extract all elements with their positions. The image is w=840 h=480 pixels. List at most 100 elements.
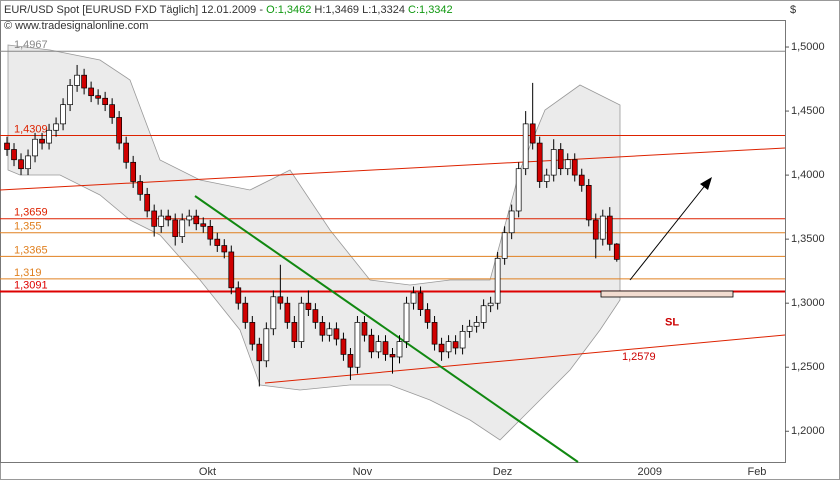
candle-body	[480, 305, 487, 323]
candle-body	[438, 343, 445, 353]
candle-body	[95, 95, 101, 99]
y-tick-label: 1,2500	[791, 361, 825, 373]
candle-body	[116, 117, 123, 144]
candle-body	[347, 354, 354, 368]
candle-body	[389, 354, 396, 358]
candle-body	[263, 328, 270, 362]
candle-body	[32, 138, 38, 157]
candle-body	[67, 85, 73, 106]
candle-body	[564, 159, 571, 170]
candle-body	[165, 215, 172, 221]
y-tick-label: 1,2000	[791, 425, 825, 437]
candle-body	[123, 142, 130, 163]
candle-body	[235, 287, 242, 304]
header: EUR/USD Spot [EURUSD FXD Täglich] 12.01.…	[4, 4, 453, 16]
candle-body	[508, 210, 515, 234]
candle-body	[487, 302, 494, 307]
candle-body	[459, 331, 466, 349]
candle-body	[319, 322, 326, 336]
candle-body	[410, 292, 417, 304]
level-label: 1,319	[14, 267, 42, 279]
candle-body	[102, 97, 108, 106]
candle-body	[571, 159, 578, 176]
x-tick-label: 2009	[637, 466, 661, 478]
downtrend-line	[194, 195, 579, 463]
candle-body	[543, 174, 550, 182]
candle-body	[88, 87, 94, 97]
candle-body	[25, 155, 31, 170]
candle-body	[137, 181, 144, 195]
candle-body	[592, 219, 599, 240]
candle-body	[613, 243, 620, 260]
candle-body	[431, 322, 438, 345]
candle-body	[473, 322, 480, 327]
candle-body	[557, 149, 564, 170]
level-label: 1,3091	[14, 279, 48, 291]
candle-body	[151, 210, 158, 227]
candle-body	[382, 341, 389, 355]
level-label: 1,3659	[14, 207, 48, 219]
candle-body	[368, 334, 375, 353]
candle-body	[214, 238, 221, 246]
currency: $	[790, 4, 796, 16]
arrow-line	[629, 182, 708, 281]
level-label: 1,3365	[14, 244, 48, 256]
candle-body	[46, 129, 52, 144]
candle-body	[305, 302, 312, 310]
level-label: 1,4967	[14, 39, 48, 51]
level-label: 1,4309	[14, 123, 48, 135]
candle-body	[326, 328, 333, 336]
candle-body	[242, 302, 249, 323]
copyright: © www.tradesignalonline.com	[4, 20, 148, 32]
candle-body	[550, 149, 557, 176]
candle-body	[606, 215, 613, 245]
candle-body	[501, 232, 508, 259]
candle-body	[312, 309, 319, 323]
candle-body	[11, 149, 17, 161]
candle-body	[284, 302, 291, 323]
candle-body	[249, 322, 256, 345]
candle-body	[158, 215, 165, 227]
candle-body	[515, 168, 522, 212]
candle-body	[529, 123, 536, 144]
candle-body	[186, 215, 193, 221]
candle-body	[207, 225, 214, 240]
candle-body	[256, 343, 263, 362]
candle-body	[130, 161, 137, 182]
candle-body	[452, 341, 459, 349]
candle-body	[179, 219, 186, 237]
y-tick-label: 1,3500	[791, 233, 825, 245]
candle-body	[74, 74, 80, 86]
candle-body	[599, 215, 606, 240]
candle-body	[53, 123, 59, 131]
y-tick-label: 1,5000	[791, 41, 825, 53]
candle-body	[585, 184, 592, 221]
candle-body	[403, 302, 410, 342]
candle-body	[228, 251, 235, 289]
quote-close: C:1,3342	[408, 4, 453, 16]
x-tick-label: Okt	[199, 466, 216, 478]
arrow-head	[700, 177, 712, 190]
candle-body	[60, 104, 66, 125]
lower-trendline	[264, 334, 786, 384]
candle-body	[277, 296, 284, 304]
candle-body	[144, 193, 151, 212]
bollinger-band	[7, 44, 621, 441]
candle-body	[578, 174, 585, 186]
candle-body	[445, 341, 452, 353]
y-tick-label: 1,3000	[791, 297, 825, 309]
candle-body	[200, 223, 207, 227]
quote-low: L:1,3324	[362, 4, 405, 16]
sl-box	[600, 290, 734, 298]
quote-high: H:1,3469	[314, 4, 359, 16]
candle-body	[4, 142, 10, 150]
candle-body	[39, 138, 45, 144]
annotation-label: 1,2579	[622, 351, 656, 363]
quote-open: O:1,3462	[266, 4, 311, 16]
candle-body	[333, 328, 340, 340]
annotation-label: SL	[665, 316, 679, 328]
candle-body	[361, 322, 368, 336]
candle-body	[375, 341, 382, 353]
candle-body	[18, 159, 24, 170]
